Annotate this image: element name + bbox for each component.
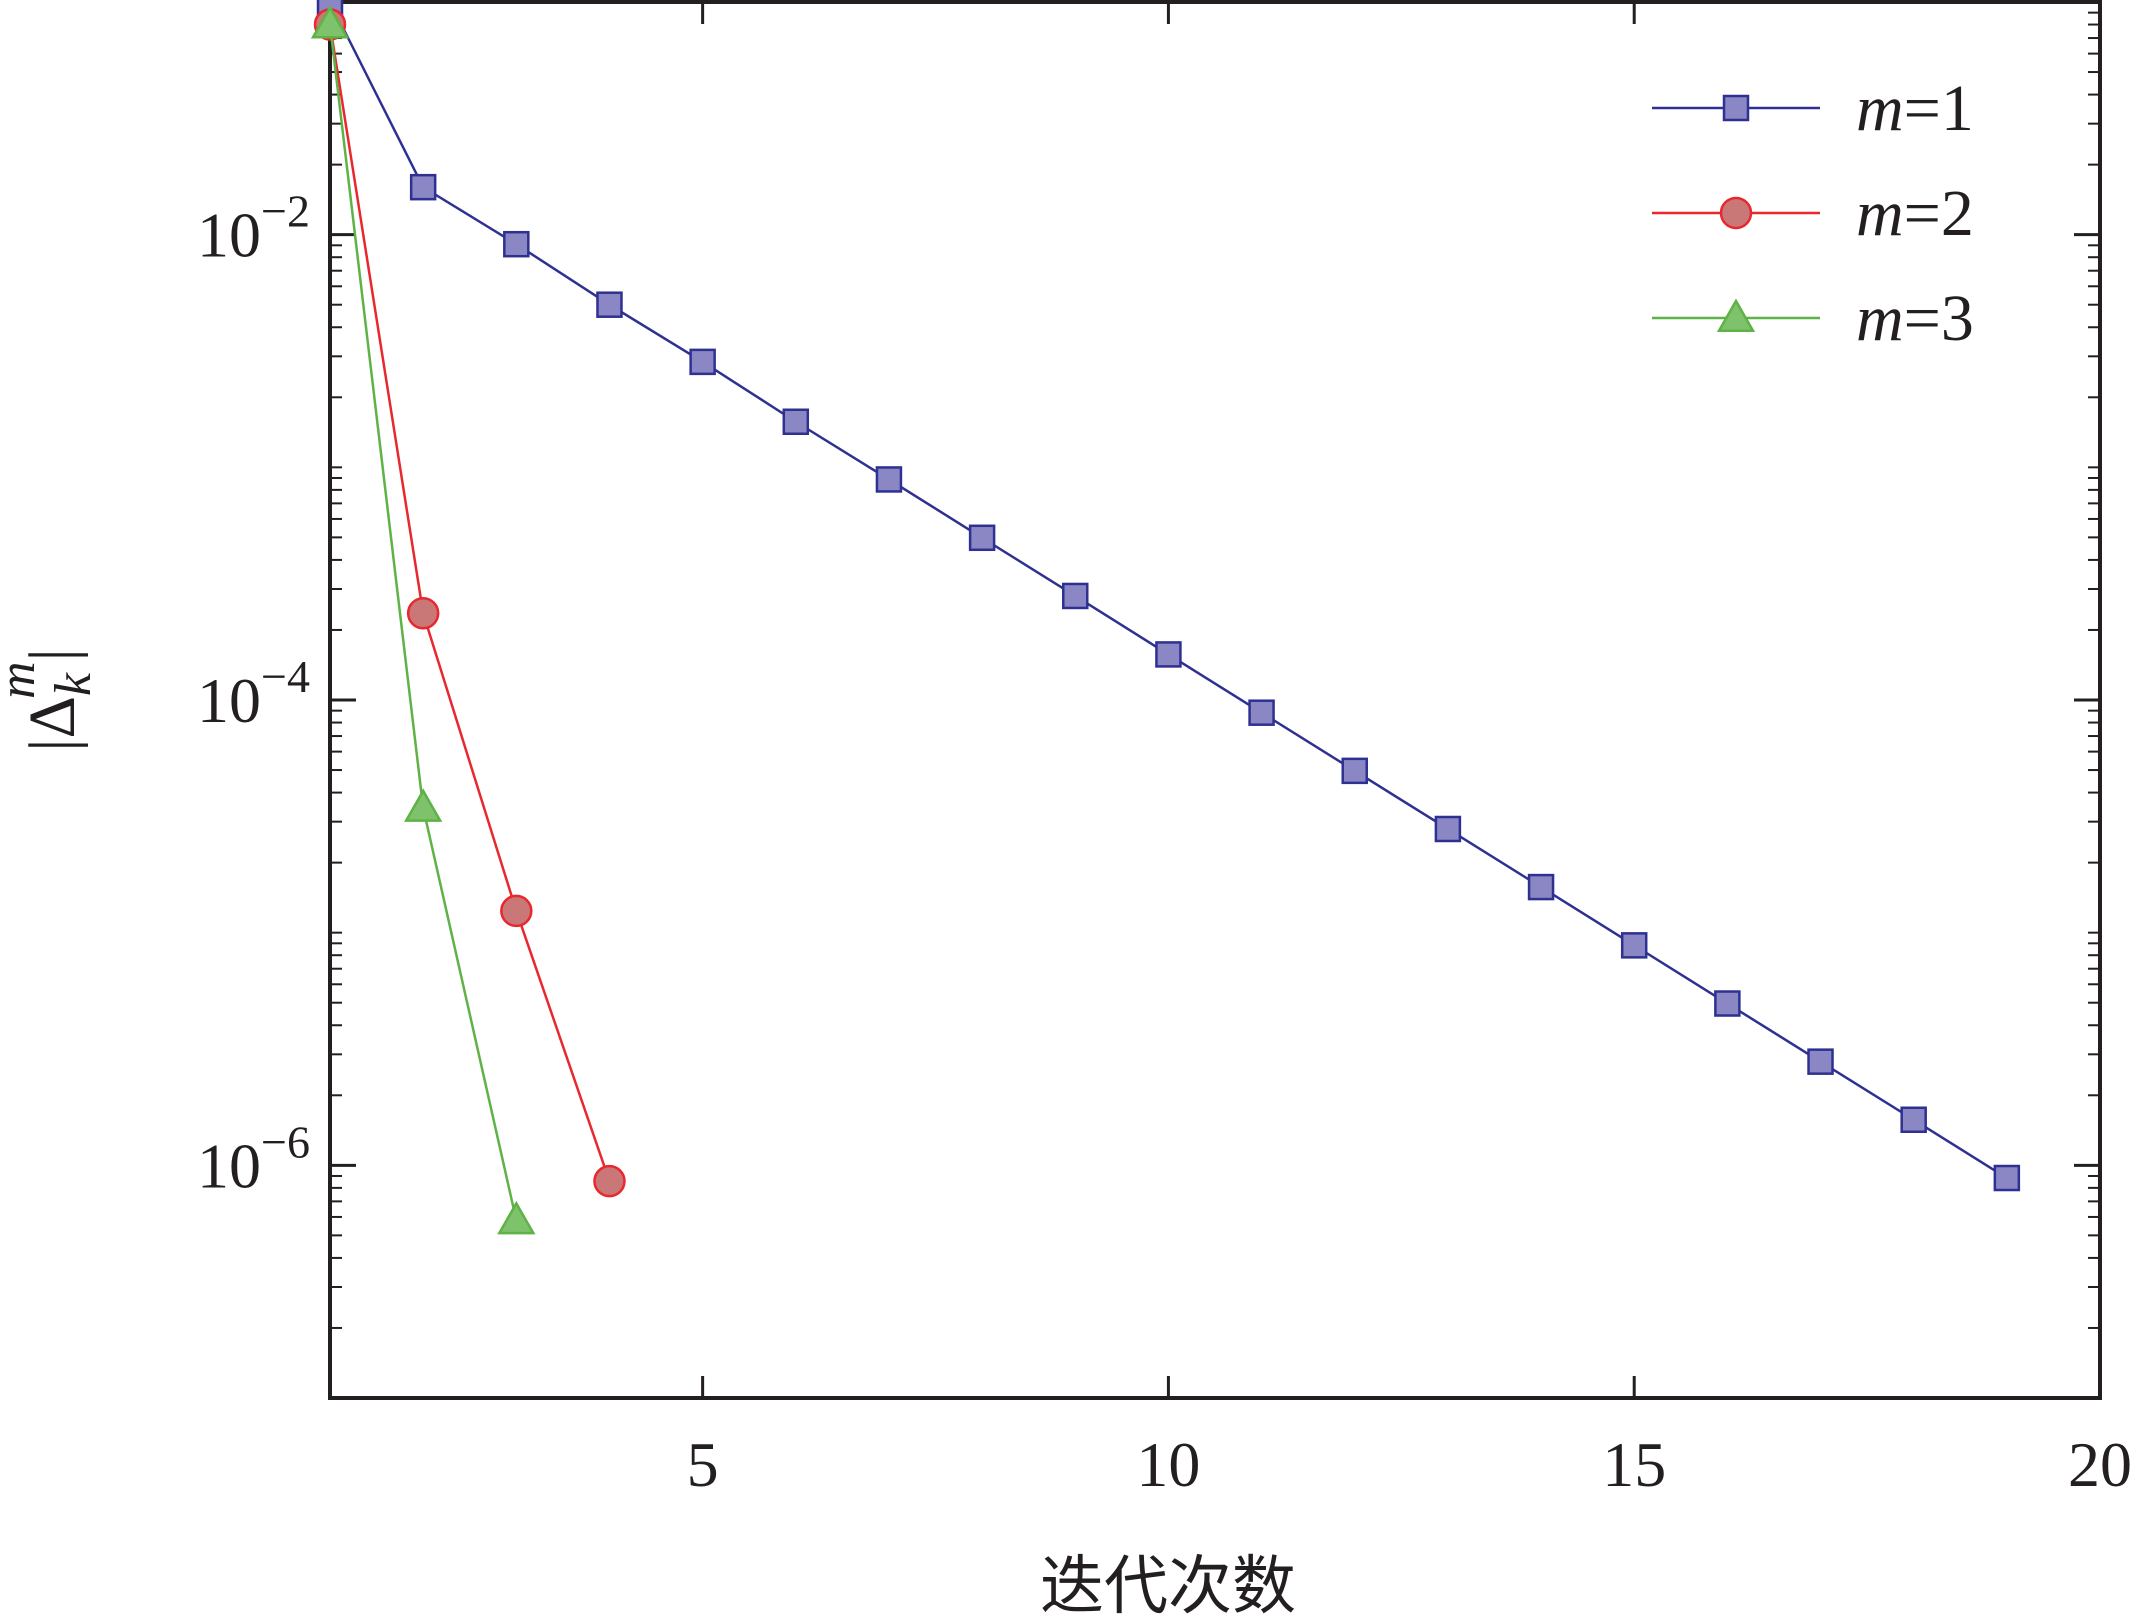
data-point [875,466,903,493]
legend-label: m=3 [1856,282,1974,355]
x-axis-title: 迭代次数 [1040,1550,1296,1623]
data-point [1620,932,1648,959]
series-1 [316,0,2021,1192]
data-point [1248,699,1275,726]
x-tick-label: 15 [1602,1429,1666,1500]
legend-marker [1719,196,1753,230]
data-point [1900,1106,1927,1134]
legend-item-2: m=2 [1652,177,1974,250]
data-point [1714,990,1741,1017]
y-title-superscript: m [0,661,46,699]
y-title-bar-right: | [16,648,89,661]
legend-marker [1716,298,1756,332]
legend-item-1: m=1 [1652,72,1974,145]
legend-marker [1722,94,1750,122]
svg-text:|Δkm|: |Δkm| [0,648,102,752]
y-axis-ticks: 10−2 10−4 10−6 [197,1,2100,1399]
data-point [689,348,716,376]
y-title-bar-left: | [16,739,89,752]
legend-label: m=2 [1856,177,1974,250]
y-tick-label: 10−2 [197,186,310,271]
data-point [406,596,440,630]
data-point [596,291,623,318]
y-title-subscript: k [45,672,102,696]
legend: m=1 m=2 m=3 [1652,72,1974,355]
y-tick-label: 10−6 [197,1116,310,1201]
series-line [328,1,2008,1180]
y-axis-title: |Δkm| [0,648,102,752]
data-point [497,1200,536,1235]
data-point [1434,815,1462,843]
data-point [404,788,443,822]
y-title-delta: Δ [16,696,89,738]
data-point [1993,1164,2021,1192]
x-tick-label: 10 [1136,1429,1200,1500]
data-point [1155,641,1182,668]
data-point [310,5,350,39]
data-point [503,230,530,258]
data-point [500,894,533,928]
data-point [782,408,810,436]
legend-item-3: m=3 [1652,282,1974,355]
x-tick-label: 5 [687,1429,719,1500]
series-layer [310,0,2021,1235]
legend-label: m=1 [1856,72,1974,145]
data-point [409,173,437,201]
series-line [328,24,611,1182]
x-tick-label: 20 [2068,1429,2132,1500]
y-tick-label: 10−4 [197,651,310,736]
data-point [968,524,996,552]
x-axis-ticks: 5 10 15 20 [687,2,2132,1500]
data-point [593,1164,626,1198]
data-point [1062,582,1089,610]
data-point [1807,1048,1834,1075]
data-point [1341,757,1368,785]
series-3 [310,5,536,1235]
data-point [1527,873,1555,901]
series-2 [313,8,626,1198]
